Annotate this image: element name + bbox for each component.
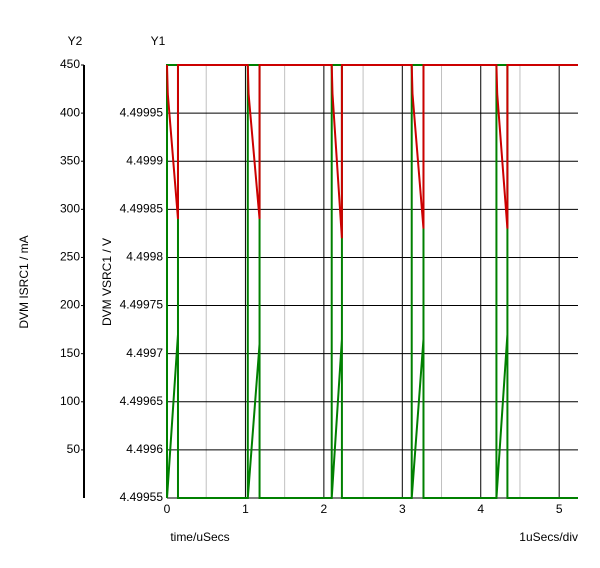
y-tick-label: 4.49955 bbox=[120, 490, 164, 504]
y2-axis-label: DVM ISRC1 / mA bbox=[17, 235, 31, 328]
y2-tick-label: 100 bbox=[60, 394, 80, 408]
y1-title: Y1 bbox=[151, 34, 166, 48]
y2-tick-label: 50 bbox=[67, 442, 81, 456]
y-tick-label: 4.49975 bbox=[120, 298, 164, 312]
y-tick-label: 4.4998 bbox=[126, 250, 163, 264]
x-tick-label: 5 bbox=[556, 502, 563, 516]
x-tick-label: 2 bbox=[321, 502, 328, 516]
x-tick-label: 0 bbox=[164, 502, 171, 516]
y-tick-label: 4.4997 bbox=[126, 346, 163, 360]
y-tick-label: 4.49985 bbox=[120, 202, 164, 216]
y-tick-label: 4.4996 bbox=[126, 442, 163, 456]
x-tick-label: 4 bbox=[477, 502, 484, 516]
y-tick-label: 4.49995 bbox=[120, 105, 164, 119]
y-tick-label: 4.4999 bbox=[126, 153, 163, 167]
x-tick-label: 1 bbox=[242, 502, 249, 516]
y-tick-label: 4.49965 bbox=[120, 394, 164, 408]
y2-tick-label: 350 bbox=[60, 153, 80, 167]
y2-title: Y2 bbox=[68, 34, 83, 48]
x-scale-label: 1uSecs/div bbox=[519, 530, 578, 544]
y2-tick-label: 250 bbox=[60, 250, 80, 264]
y2-tick-label: 200 bbox=[60, 298, 80, 312]
series-line bbox=[166, 64, 578, 499]
y2-tick-label: 450 bbox=[60, 57, 80, 71]
x-tick-label: 3 bbox=[399, 502, 406, 516]
series-line bbox=[166, 64, 578, 239]
x-axis-label: time/uSecs bbox=[170, 530, 229, 544]
y-axis-label: DVM VSRC1 / V bbox=[100, 238, 114, 326]
y2-tick-label: 300 bbox=[60, 202, 80, 216]
y2-tick-label: 400 bbox=[60, 105, 80, 119]
y2-tick-label: 150 bbox=[60, 346, 80, 360]
